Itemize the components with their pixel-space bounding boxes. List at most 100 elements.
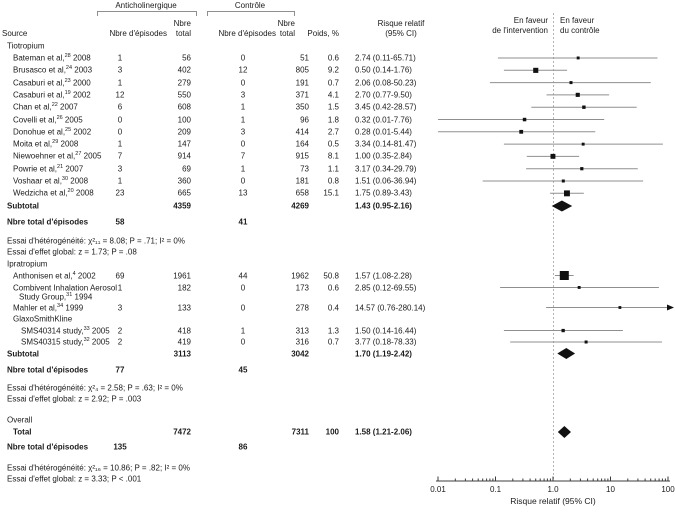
study-label: Mahler et al,34 1999 [13,302,84,312]
effect-square [577,286,581,289]
effect-square [561,179,565,183]
study-label: Casaburi et al,19 2002 [13,89,91,100]
ac-episodes-value: 1 [117,283,123,292]
control-episodes-value: 1 [240,164,246,174]
rr-ci-value: 3.17 (0.34-29.79) [355,164,417,174]
ac-episodes-value: 69 [115,271,125,280]
control-total-value: 181 [295,176,309,186]
heterogeneity-test-text: Essai d'hétérogénéité: χ²₁₁ = 8.08; P = … [7,236,185,245]
control-total-value: 805 [295,65,309,75]
ac-episodes-value: 58 [115,217,125,226]
ac-total-value: 665 [177,188,191,198]
study-label: Wedzicha et al,20 2008 [13,188,94,198]
rr-ci-value: 1.70 (1.19-2.42) [355,349,412,358]
effect-square [618,306,622,309]
weight-value: 0.5 [327,139,339,149]
effect-square [550,153,556,159]
heterogeneity-test-text: Essai d'hétérogénéité: χ²₄ = 2.58; P = .… [7,383,183,393]
rr-ci-value: 3.77 (0.18-78.33) [355,337,417,347]
weight-value: 100 [325,427,339,437]
x-axis-tick-label: 0.1 [490,485,502,494]
study-label: Casaburi et al,23 2000 [13,77,91,88]
ac-total-value: 402 [177,65,191,75]
ac-total-value: 7472 [173,427,191,437]
control-total-value: 414 [295,127,309,137]
episodes-total-label: Nbre total d'épisodes [7,365,89,374]
favors-control-label-line2: du contrôle [560,26,600,35]
reference-superscript: 24 [65,65,73,72]
control-total-value: 4269 [291,201,309,211]
reference-superscript: 34 [57,302,64,309]
control-episodes-value: 0 [240,337,246,347]
reference-superscript: 22 [51,102,58,109]
ac-total-value: 182 [177,283,191,292]
ac-episodes-value: 6 [117,102,123,112]
overall-effect-test-text: Essai d'effet global: z = 3.33; P < .001 [7,474,142,483]
ac-total-value: 419 [177,337,191,347]
subtotal-diamond [551,200,573,212]
x-axis-tick-label: 1.0 [547,485,559,494]
ac-total-column-header-line2: total [175,29,191,38]
control-episodes-value: 13 [238,188,248,198]
study-label: Chan et al,22 2007 [13,102,78,112]
study-label: SMS40314 study,33 2005 [21,325,110,335]
reference-superscript: 4 [72,270,76,277]
rr-ci-value: 2.85 (0.12-69.55) [355,283,417,292]
ac-episodes-value: 3 [117,303,123,312]
rr-ci-value: 1.58 (1.21-2.06) [355,427,412,437]
reference-superscript: 27 [75,151,82,158]
ac-episodes-value: 1 [117,139,123,149]
ac-total-value: 209 [177,127,191,137]
control-episodes-value: 45 [238,365,248,374]
ac-episodes-value: 12 [115,90,125,100]
rr-ci-value: 0.32 (0.01-7.76) [355,115,412,124]
control-episodes-value: 0 [240,53,246,63]
ac-episodes-value: 2 [117,337,123,347]
weight-value: 1.5 [327,102,339,112]
rr-ci-value: 0.50 (0.14-1.76) [355,65,412,75]
weight-value: 0.4 [327,303,339,312]
group-label: Overall [7,415,33,425]
control-episodes-value: 86 [238,442,248,451]
ac-total-value: 418 [177,326,191,335]
study-label: Bateman et al,28 2008 [13,52,91,63]
ac-total-value: 100 [177,115,191,124]
effect-square [559,271,569,280]
ac-total-value: 133 [177,303,191,312]
control-episodes-value: 12 [238,65,248,75]
ac-total-value: 279 [177,78,191,88]
study-label: Moita et al,29 2008 [13,138,79,149]
ac-episodes-value: 1 [117,53,123,63]
ac-total-value: 69 [182,164,191,174]
effect-square [580,167,584,171]
control-episodes-value: 1 [240,102,246,112]
study-label: Anthonisen et al,4 2002 [13,270,96,280]
study-label: Powrie et al,21 2007 [13,163,84,174]
anticholinergic-group-header: Anticholinergique [115,1,177,10]
reference-superscript: 30 [61,175,69,182]
rr-column-header-line2: (95% CI) [385,29,417,38]
study-label: Donohue et al,25 2002 [13,126,92,137]
ac-episodes-value: 3 [117,164,123,174]
weight-value: 9.2 [327,65,339,75]
source-column-header: Source [2,29,28,38]
ac-total-value: 56 [182,53,191,63]
reference-superscript: 19 [64,89,71,96]
control-total-value: 915 [295,151,309,161]
reference-superscript: 20 [67,188,74,195]
effect-square [564,190,570,197]
heterogeneity-test-text: Essai d'hétérogénéité: χ²₁₆ = 10.86; P =… [7,463,190,473]
group-label: Ipratropium [7,259,48,268]
control-episodes-value: 0 [240,139,246,149]
x-axis-tick-label: 0.01 [430,485,446,494]
ac-episodes-value: 0 [117,115,123,124]
control-total-value: 51 [300,53,309,63]
study-label: Brusasco et al,24 2003 [13,65,93,75]
rr-ci-value: 1.00 (0.35-2.84) [355,151,412,161]
control-episodes-value: 41 [238,217,248,226]
rr-ci-value: 2.70 (0.77-9.50) [355,90,412,100]
effect-square [561,328,565,333]
rr-ci-value: 3.34 (0.14-81.47) [355,139,417,149]
control-total-column-header-line1: Nbre [277,19,295,28]
weight-value: 1.1 [327,164,339,174]
